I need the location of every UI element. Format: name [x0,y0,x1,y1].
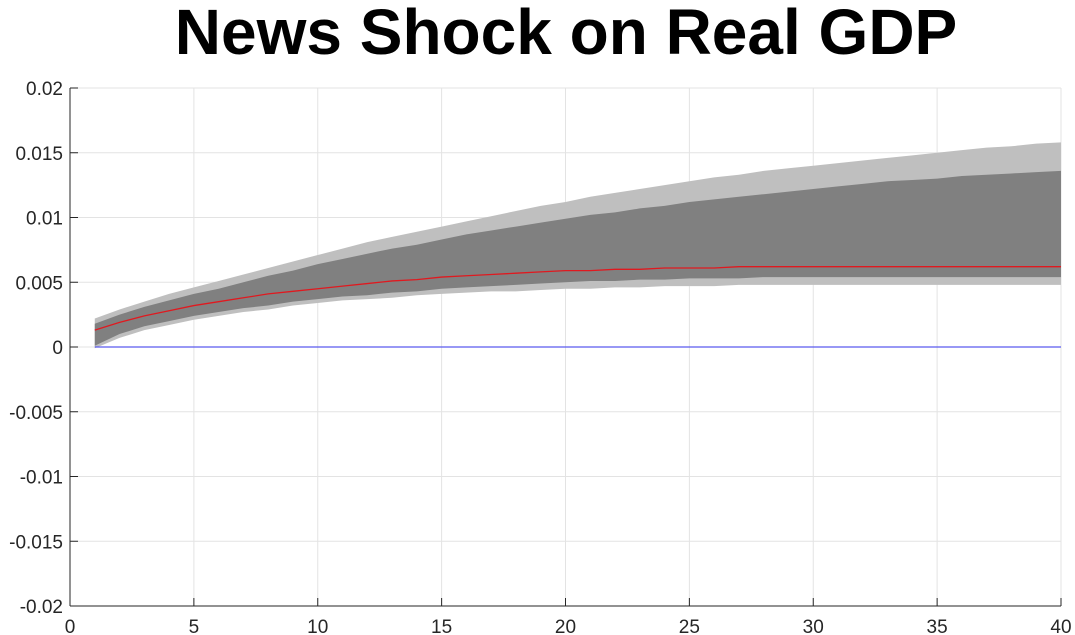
y-tick-label-5: -0.005 [9,403,63,424]
chart-title: News Shock on Real GDP [175,0,957,68]
y-tick-label-6: -0.01 [20,468,63,489]
series-line-0 [94,266,1061,331]
x-tick-label-6: 30 [803,617,824,635]
y-tick-label-4: 0 [52,338,63,359]
x-tick-label-2: 10 [307,617,328,635]
y-tick-label-7: -0.015 [9,532,63,553]
band-1 [94,170,1061,346]
x-tick-label-5: 25 [679,617,700,635]
y-tick-label-8: -0.02 [20,597,63,618]
confidence-bands [94,142,1061,349]
y-tick-label-2: 0.01 [26,209,63,230]
y-tick-label-0: 0.02 [26,79,63,100]
x-tick-label-4: 20 [555,617,576,635]
x-axis-ticks: 0 5 10 15 20 25 30 35 40 [65,598,1072,635]
y-tick-label-1: 0.015 [15,144,63,165]
x-tick-label-3: 15 [431,617,452,635]
x-tick-label-0: 0 [65,617,76,635]
x-tick-label-1: 5 [189,617,200,635]
series-lines [94,266,1061,348]
x-tick-label-7: 35 [927,617,948,635]
y-axis-ticks: 0.02 0.015 0.01 0.005 0 -0.005 -0.01 -0.015 -0.0… [9,79,78,618]
y-tick-label-3: 0.005 [15,273,63,294]
x-tick-label-8: 40 [1050,617,1071,635]
